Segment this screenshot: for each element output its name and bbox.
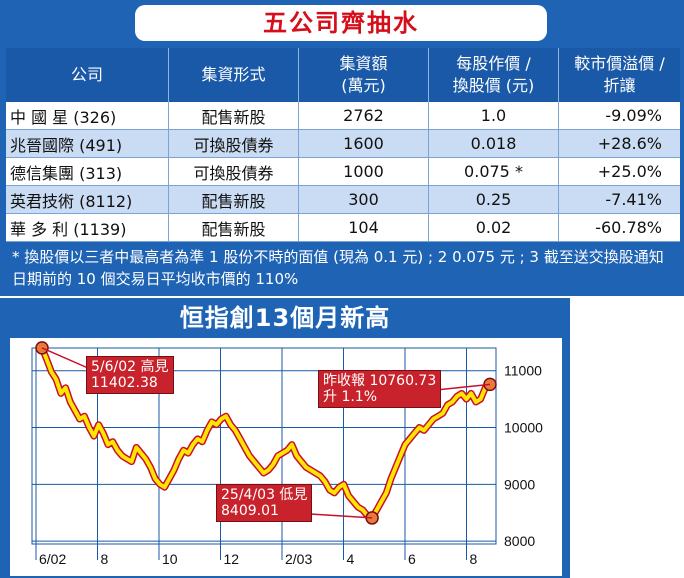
y-tick-label: 9000 xyxy=(504,476,535,492)
header-form: 集資形式 xyxy=(168,48,298,102)
annotation-low-text: 25/4/03 低見 8409.01 xyxy=(221,487,308,519)
cell-amount: 1600 xyxy=(298,130,428,157)
series-line xyxy=(40,347,492,520)
chart-panel: 恒指創13個月新高 11000 10000 9000 8000 6/02 8 10 12 2/0… xyxy=(0,298,570,578)
y-tick-label: 10000 xyxy=(504,420,543,436)
table-row: 華 多 利 (1139) 配售新股 104 0.02 -60.78% xyxy=(6,214,680,242)
cell-company: 兆晉國際 (491) xyxy=(10,135,123,155)
table-row: 中 國 星 (326) 配售新股 2762 1.0 -9.09% xyxy=(6,102,680,130)
table-row: 德信集團 (313) 可換股債券 1000 0.075 * +25.0% xyxy=(6,158,680,186)
cell-amount: 1000 xyxy=(298,158,428,185)
cell-form: 配售新股 xyxy=(168,186,298,213)
x-tick-label: 12 xyxy=(224,551,240,567)
header-amount: 集資額 (萬元) xyxy=(298,48,428,102)
cell-company: 英君技術 (8112) xyxy=(10,191,133,211)
leader-close xyxy=(435,383,491,391)
header-company-label: 公司 xyxy=(70,65,103,84)
cell-amount: 300 xyxy=(298,186,428,213)
x-tick-label: 8 xyxy=(101,551,109,567)
annotation-close-text: 昨收報 10760.73 升 1.1% xyxy=(323,373,437,405)
header-premium-label: 較市價溢價 / 折讓 xyxy=(574,54,665,95)
cell-price: 0.018 xyxy=(428,130,558,157)
cell-form: 可換股債券 xyxy=(168,130,298,157)
cell-form: 可換股債券 xyxy=(168,158,298,185)
chart-frame: 11000 10000 9000 8000 6/02 8 10 12 2/03 4 6 8 5/6/0… xyxy=(10,338,562,576)
cell-form: 配售新股 xyxy=(168,102,298,129)
annotation-close: 昨收報 10760.73 升 1.1% xyxy=(318,370,442,408)
header-amount-label: 集資額 (萬元) xyxy=(339,54,388,95)
cell-amount: 104 xyxy=(298,214,428,241)
header-form-label: 集資形式 xyxy=(201,65,266,84)
table-panel: 五公司齊抽水 公司 集資形式 集資額 (萬元) 每股作價 / 換股價 (元) 較… xyxy=(0,0,684,296)
cell-company: 中 國 星 (326) xyxy=(10,107,117,127)
header-price-label: 每股作價 / 換股價 (元) xyxy=(452,54,535,95)
y-tick-label: 8000 xyxy=(504,533,535,549)
x-tick-label: 2/03 xyxy=(285,551,312,567)
table-title: 五公司齊抽水 xyxy=(135,5,547,41)
x-tick-label: 8 xyxy=(470,551,478,567)
annotation-low: 25/4/03 低見 8409.01 xyxy=(216,484,313,522)
y-tick-label: 11000 xyxy=(504,363,542,379)
table-footnote: * 換股價以三者中最高者為準 1 股份不時的面值 (現為 0.1 元) ; 2 … xyxy=(12,248,664,288)
leader-low xyxy=(309,513,373,519)
leader-high xyxy=(41,347,89,369)
cell-price: 0.02 xyxy=(428,214,558,241)
cell-form: 配售新股 xyxy=(168,214,298,241)
x-tick-label: 6/02 xyxy=(39,551,66,567)
x-tick-label: 4 xyxy=(347,551,355,567)
table-body: 中 國 星 (326) 配售新股 2762 1.0 -9.09% 兆晉國際 (4… xyxy=(6,102,680,242)
cell-premium: -7.41% xyxy=(558,186,680,213)
table-header: 公司 集資形式 集資額 (萬元) 每股作價 / 換股價 (元) 較市價溢價 / … xyxy=(6,48,680,102)
chart-title: 恒指創13個月新高 xyxy=(179,304,391,332)
cell-price: 0.25 xyxy=(428,186,558,213)
cell-price: 1.0 xyxy=(428,102,558,129)
x-tick-label: 10 xyxy=(162,551,178,567)
header-price: 每股作價 / 換股價 (元) xyxy=(428,48,558,102)
cell-company: 德信集團 (313) xyxy=(10,163,123,183)
cell-company: 華 多 利 (1139) xyxy=(10,219,127,239)
header-company: 公司 xyxy=(6,48,168,102)
annotation-high-text: 5/6/02 高見 11402.38 xyxy=(91,359,169,391)
cell-amount: 2762 xyxy=(298,102,428,129)
cell-premium: +25.0% xyxy=(558,158,680,185)
x-tick-label: 6 xyxy=(408,551,416,567)
cell-price: 0.075 * xyxy=(428,158,558,185)
cell-premium: +28.6% xyxy=(558,130,680,157)
annotation-high: 5/6/02 高見 11402.38 xyxy=(86,356,174,394)
header-premium: 較市價溢價 / 折讓 xyxy=(558,48,680,102)
cell-premium: -9.09% xyxy=(558,102,680,129)
table-row: 兆晉國際 (491) 可換股債券 1600 0.018 +28.6% xyxy=(6,130,680,158)
cell-premium: -60.78% xyxy=(558,214,680,241)
table-row: 英君技術 (8112) 配售新股 300 0.25 -7.41% xyxy=(6,186,680,214)
